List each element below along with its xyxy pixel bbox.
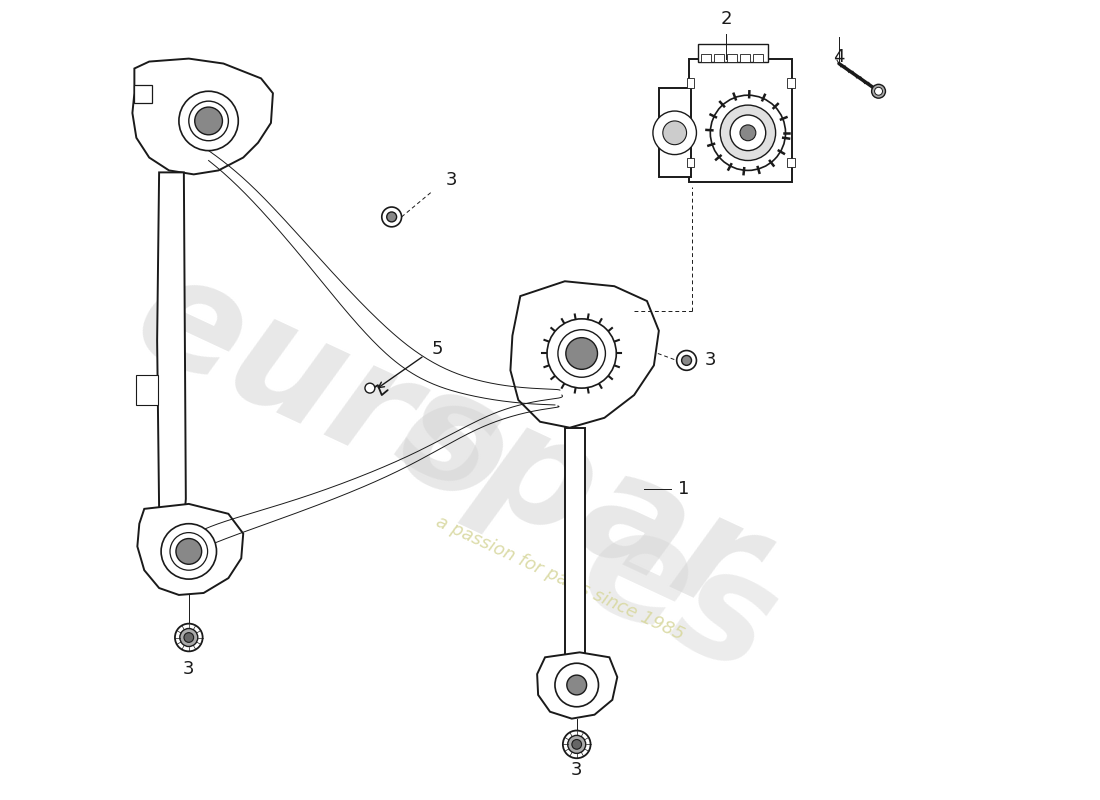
Polygon shape [138, 504, 243, 595]
Bar [788, 78, 795, 88]
Polygon shape [510, 282, 659, 428]
Text: 1: 1 [678, 480, 690, 498]
Text: 3: 3 [704, 351, 716, 370]
Bar [727, 54, 737, 62]
Polygon shape [537, 652, 617, 718]
Bar [686, 158, 694, 167]
Circle shape [554, 663, 598, 706]
Circle shape [565, 338, 597, 370]
Bar [659, 88, 691, 178]
Bar [136, 375, 158, 405]
Circle shape [568, 735, 585, 754]
Circle shape [563, 730, 591, 758]
Bar [752, 54, 762, 62]
Text: 4: 4 [833, 48, 845, 66]
Bar [686, 78, 694, 88]
Bar [714, 54, 724, 62]
Text: 2: 2 [720, 10, 732, 28]
Circle shape [676, 350, 696, 370]
Circle shape [387, 212, 397, 222]
Circle shape [682, 355, 692, 366]
Bar [698, 44, 768, 62]
Circle shape [179, 629, 198, 646]
Circle shape [195, 107, 222, 134]
Text: 3: 3 [183, 660, 195, 678]
Polygon shape [132, 58, 273, 174]
Circle shape [179, 91, 239, 150]
Circle shape [175, 624, 202, 651]
Text: euro: euro [113, 239, 532, 541]
Text: 3: 3 [571, 761, 583, 779]
Circle shape [730, 115, 766, 150]
Text: 5: 5 [431, 339, 443, 358]
Circle shape [871, 84, 886, 98]
Circle shape [874, 87, 882, 95]
Text: es: es [559, 490, 799, 706]
Bar [689, 58, 792, 182]
Bar [788, 158, 795, 167]
Circle shape [740, 125, 756, 141]
Polygon shape [157, 172, 186, 526]
Circle shape [720, 105, 775, 161]
Circle shape [365, 383, 375, 393]
Text: a passion for parts since 1985: a passion for parts since 1985 [433, 513, 686, 644]
Circle shape [663, 121, 686, 145]
Circle shape [161, 524, 217, 579]
Circle shape [382, 207, 402, 227]
Text: 3: 3 [446, 171, 456, 190]
Circle shape [547, 319, 616, 388]
Circle shape [711, 95, 785, 170]
Circle shape [176, 538, 201, 564]
Bar [740, 54, 750, 62]
Bar [134, 86, 152, 103]
Circle shape [566, 675, 586, 695]
Circle shape [653, 111, 696, 154]
Circle shape [572, 739, 582, 750]
Circle shape [184, 633, 194, 642]
Bar [702, 54, 712, 62]
Bar [564, 428, 584, 677]
Text: spar: spar [376, 351, 783, 646]
